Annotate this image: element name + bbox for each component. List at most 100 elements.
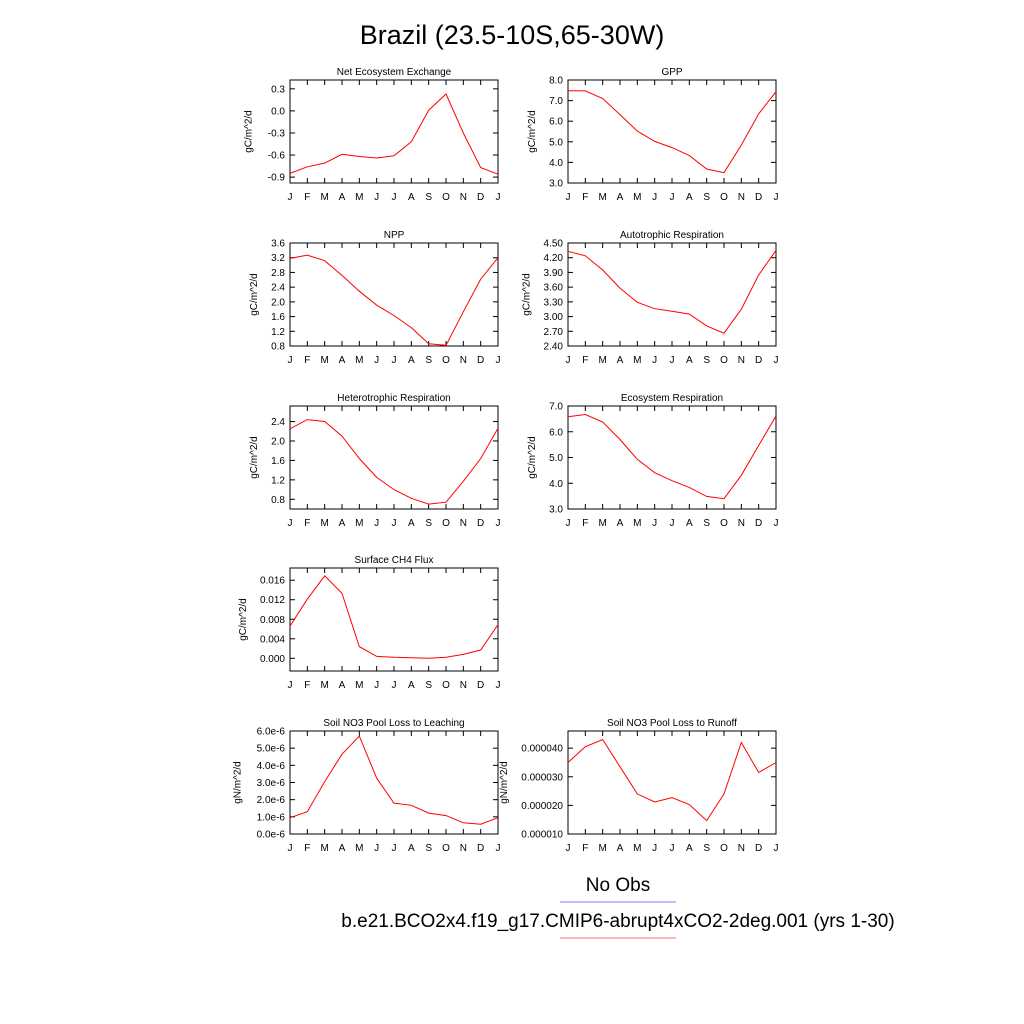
panel-2-title: GPP bbox=[661, 67, 682, 78]
panel-4-title: Autotrophic Respiration bbox=[620, 230, 724, 241]
panel-5-xtick-label: D bbox=[477, 518, 484, 529]
legend-label-model-run: b.e21.BCO2x4.f19_g17.CMIP6-abrupt4xCO2-2… bbox=[341, 911, 894, 932]
panel-3-frame bbox=[289, 242, 499, 347]
panel-3-xtick-label: J bbox=[374, 355, 379, 366]
panel-9-xtick-label: J bbox=[652, 843, 657, 854]
panel-8-title: Soil NO3 Pool Loss to Leaching bbox=[323, 718, 464, 729]
panel-1-xtick-label: J bbox=[496, 192, 501, 203]
panel-1-xtick-label: J bbox=[374, 192, 379, 203]
panel-7-ytick-label: 0.016 bbox=[260, 576, 285, 587]
panel-9-xtick-label: N bbox=[738, 843, 745, 854]
panel-7-ytick-label: 0.000 bbox=[260, 654, 285, 665]
panel-9-xtick-label: J bbox=[670, 843, 675, 854]
panel-9-xtick-label: S bbox=[703, 843, 710, 854]
panel-7-xtick-label: M bbox=[355, 680, 363, 691]
panel-2-xtick-label: A bbox=[686, 192, 693, 203]
panel-7-ytick-label: 0.004 bbox=[260, 634, 285, 645]
panel-7-xtick-label: M bbox=[320, 680, 328, 691]
panel-3-xtick-label: M bbox=[355, 355, 363, 366]
panel-1-xtick-label: A bbox=[408, 192, 415, 203]
panel-5-ylabel: gC/m^2/d bbox=[249, 436, 260, 479]
panel-8-ytick-label: 3.0e-6 bbox=[257, 778, 286, 789]
panel-2-xtick-label: F bbox=[582, 192, 588, 203]
panel-6-series-line bbox=[567, 413, 777, 500]
panel-2-ytick-label: 5.0 bbox=[549, 137, 563, 148]
panel-9-xtick-label: J bbox=[566, 843, 571, 854]
panel-4-xtick-label: F bbox=[582, 355, 588, 366]
panel-9-ytick-label: 0.000010 bbox=[521, 830, 563, 841]
panel-7-xtick-label: J bbox=[496, 680, 501, 691]
panel-6-xtick-label: O bbox=[720, 518, 728, 529]
panel-3-xtick-label: A bbox=[408, 355, 415, 366]
panel-2-ytick-label: 6.0 bbox=[549, 117, 563, 128]
panel-4-series-line bbox=[567, 250, 777, 334]
legend: No Obs b.e21.BCO2x4.f19_g17.CMIP6-abrupt… bbox=[341, 875, 895, 939]
panel-3-xtick-label: N bbox=[460, 355, 467, 366]
panel-6-xtick-label: M bbox=[633, 518, 641, 529]
panel-8-ytick-label: 1.0e-6 bbox=[257, 812, 286, 823]
panel-8-xtick-label: N bbox=[460, 843, 467, 854]
panel-6-xtick-label: F bbox=[582, 518, 588, 529]
figure-title: Brazil (23.5-10S,65-30W) bbox=[360, 20, 665, 50]
panel-3-xtick-label: S bbox=[425, 355, 432, 366]
panel-5-ytick-label: 1.6 bbox=[271, 456, 285, 467]
panel-4-xtick-label: A bbox=[617, 355, 624, 366]
panel-3-xtick-label: F bbox=[304, 355, 310, 366]
panel-2-xtick-label: A bbox=[617, 192, 624, 203]
panel-7-ytick-label: 0.008 bbox=[260, 615, 285, 626]
panel-6-title: Ecosystem Respiration bbox=[621, 393, 723, 404]
panel-1-xtick-label: J bbox=[392, 192, 397, 203]
panel-5-xtick-label: N bbox=[460, 518, 467, 529]
panel-5-xtick-label: A bbox=[339, 518, 346, 529]
panel-2-xtick-label: J bbox=[774, 192, 779, 203]
panel-2-xtick-label: J bbox=[566, 192, 571, 203]
panel-7-xtick-label: J bbox=[374, 680, 379, 691]
panel-8-xtick-label: D bbox=[477, 843, 484, 854]
panel-8-ytick-label: 4.0e-6 bbox=[257, 761, 286, 772]
panel-1-ytick-label: -0.9 bbox=[268, 173, 286, 184]
panel-7-xtick-label: F bbox=[304, 680, 310, 691]
panel-6-xtick-label: D bbox=[755, 518, 762, 529]
panel-4-xtick-label: A bbox=[686, 355, 693, 366]
panel-3-ytick-label: 2.4 bbox=[271, 283, 285, 294]
panel-1-xtick-label: O bbox=[442, 192, 450, 203]
panel-5-xtick-label: M bbox=[320, 518, 328, 529]
panel-2-xtick-label: J bbox=[670, 192, 675, 203]
panel-5-xtick-label: F bbox=[304, 518, 310, 529]
panel-2-xtick-label: N bbox=[738, 192, 745, 203]
panel-5-xtick-label: J bbox=[392, 518, 397, 529]
panel-2-frame bbox=[567, 79, 777, 184]
panel-4-frame bbox=[567, 242, 777, 347]
panel-4-xtick-label: N bbox=[738, 355, 745, 366]
panel-6-xtick-label: N bbox=[738, 518, 745, 529]
panel-7-series-line bbox=[289, 575, 499, 659]
panel-9-xtick-label: F bbox=[582, 843, 588, 854]
panel-7-xtick-label: A bbox=[339, 680, 346, 691]
panel-2-ytick-label: 4.0 bbox=[549, 158, 563, 169]
panel-3-ytick-label: 2.8 bbox=[271, 268, 285, 279]
panel-8-xtick-label: M bbox=[355, 843, 363, 854]
panel-3-ytick-label: 1.2 bbox=[271, 327, 285, 338]
panel-8-ylabel: gN/m^2/d bbox=[232, 761, 243, 804]
panel-1-xtick-label: A bbox=[339, 192, 346, 203]
panel-9-title: Soil NO3 Pool Loss to Runoff bbox=[607, 718, 737, 729]
panel-1-xtick-label: J bbox=[288, 192, 293, 203]
panel-1-xtick-label: S bbox=[425, 192, 432, 203]
panel-3-xtick-label: O bbox=[442, 355, 450, 366]
panel-5-xtick-label: M bbox=[355, 518, 363, 529]
panel-8-xtick-label: J bbox=[374, 843, 379, 854]
panel-7-xtick-label: J bbox=[288, 680, 293, 691]
panel-6-frame bbox=[567, 405, 777, 510]
panel-4-xtick-label: S bbox=[703, 355, 710, 366]
panel-1-xtick-label: M bbox=[355, 192, 363, 203]
panel-9-frame bbox=[567, 730, 777, 835]
panel-4-xtick-label: M bbox=[598, 355, 606, 366]
panel-8-series-line bbox=[289, 735, 499, 825]
panel-7-ylabel: gC/m^2/d bbox=[238, 598, 249, 641]
panel-1-xtick-label: D bbox=[477, 192, 484, 203]
